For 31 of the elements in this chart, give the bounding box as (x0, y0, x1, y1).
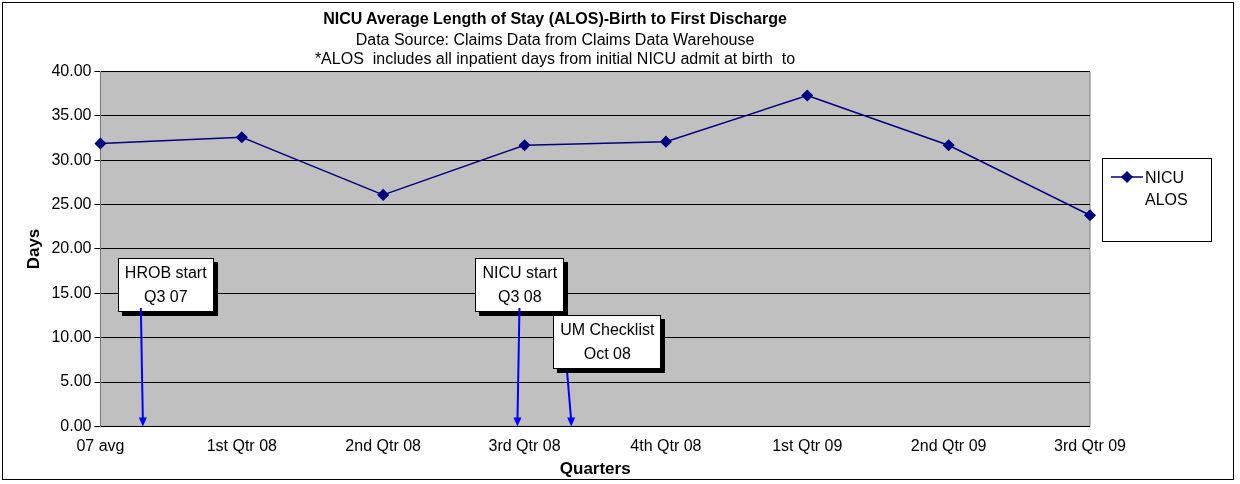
x-tick-label: 2nd Qtr 08 (345, 437, 422, 455)
point (942, 139, 955, 151)
y-axis-title: Days (23, 228, 43, 270)
y-tick-label: 25.00 (51, 195, 92, 213)
y-tick-label: 40.00 (51, 62, 92, 80)
point (1084, 209, 1096, 222)
y-tick-label: 30.00 (51, 150, 92, 168)
chart-title: NICU Average Length of Stay (ALOS)-Birth to First Discharge (323, 10, 787, 28)
x-tick-label: 3rd Qtr 09 (1053, 437, 1127, 455)
y-tick-label: 15.00 (51, 283, 92, 301)
x-tick-label: 3rd Qtr 08 (488, 437, 561, 455)
point (518, 139, 531, 151)
point (660, 135, 672, 148)
y-tick-label: 10.00 (51, 328, 92, 346)
point (236, 131, 248, 143)
x-axis-title: Quarters (559, 459, 631, 479)
point (377, 189, 389, 201)
x-tick-label: 2nd Qtr 09 (910, 437, 987, 455)
chart-subtitle: Data Source: Claims Data from Claims Data Warehouse (355, 31, 755, 49)
y-tick-label: 20.00 (51, 239, 92, 257)
point (94, 137, 107, 150)
x-tick-label: 4th Qtr 08 (630, 437, 702, 455)
legend-label: NICU ALOS (1145, 168, 1189, 210)
x-tick-label: 1st Qtr 08 (206, 437, 278, 455)
point (801, 89, 814, 102)
text: *ALOS includes all inpatient days from initial NICU admit at birth to (314, 50, 796, 68)
x-tick-label: 1st Qtr 09 (772, 437, 843, 455)
x-tick-label: 07 avg (76, 437, 125, 455)
y-tick-label: 35.00 (51, 106, 92, 124)
y-tick-label: 0.00 (60, 416, 92, 434)
y-tick-label: 5.00 (60, 372, 92, 390)
